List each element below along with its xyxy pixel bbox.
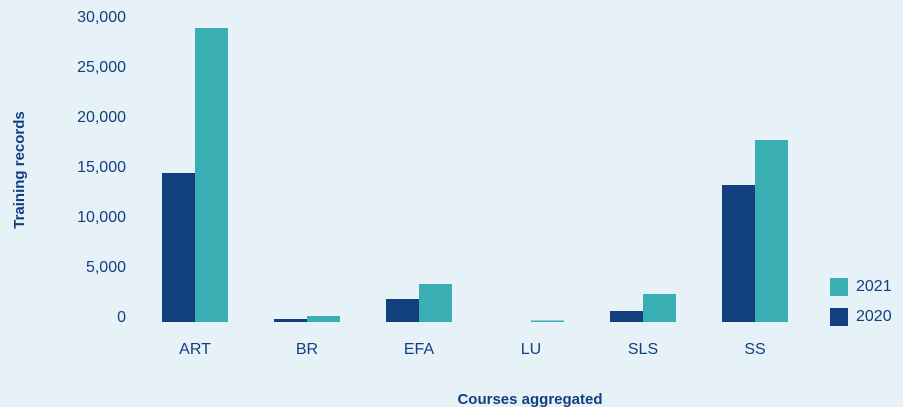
bar bbox=[755, 140, 788, 322]
bar bbox=[386, 299, 419, 322]
legend-swatch bbox=[830, 278, 848, 296]
x-axis-title: Courses aggregated bbox=[457, 391, 602, 407]
y-tick-label: 0 bbox=[117, 309, 126, 326]
y-tick-label: 30,000 bbox=[77, 9, 126, 26]
bar bbox=[195, 28, 228, 322]
legend-label: 2020 bbox=[856, 308, 892, 325]
x-tick-label: SLS bbox=[628, 341, 658, 358]
x-tick-label: EFA bbox=[404, 341, 435, 358]
bar bbox=[419, 284, 452, 322]
y-axis-title: Training records bbox=[11, 111, 28, 229]
x-tick-label: ART bbox=[179, 341, 211, 358]
legend-label: 2021 bbox=[856, 278, 892, 295]
bar bbox=[274, 319, 307, 322]
y-tick-label: 20,000 bbox=[77, 109, 126, 126]
bar bbox=[307, 316, 340, 322]
legend-swatch bbox=[830, 308, 848, 326]
bar bbox=[610, 311, 643, 322]
x-tick-label: BR bbox=[296, 341, 318, 358]
y-tick-label: 5,000 bbox=[86, 259, 126, 276]
y-tick-label: 25,000 bbox=[77, 59, 126, 76]
bar bbox=[722, 185, 755, 322]
y-tick-label: 15,000 bbox=[77, 159, 126, 176]
y-tick-label: 10,000 bbox=[77, 209, 126, 226]
x-tick-label: SS bbox=[744, 341, 765, 358]
x-tick-label: LU bbox=[521, 341, 541, 358]
bar bbox=[643, 294, 676, 322]
bar bbox=[162, 173, 195, 322]
bar bbox=[531, 320, 564, 322]
